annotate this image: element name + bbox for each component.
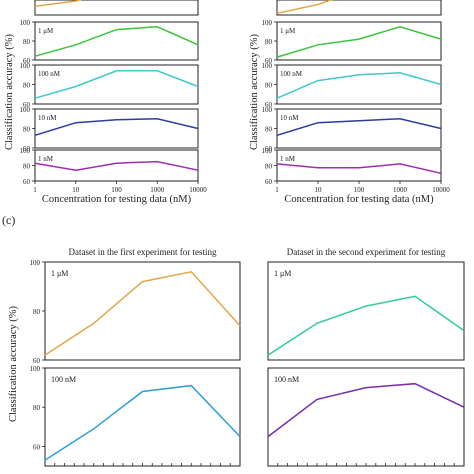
first-exp-panel-1-ytick-label: 80 <box>33 404 41 412</box>
right-panel-2-ytick-label: 60 <box>265 101 273 109</box>
first-exp-panel-1-series-line <box>44 384 241 461</box>
left-panel-3-ytick-label: 100 <box>20 106 31 114</box>
first-exp-panel-0-ytick-label: 60 <box>33 357 41 365</box>
left-panel-1-ytick-label: 100 <box>20 19 31 27</box>
second-exp-panel-1-series-line <box>267 382 465 438</box>
left-xtick-label: 100 <box>111 186 122 194</box>
right-panel-1-ytick-label: 100 <box>262 19 273 27</box>
right-panel-3-ytick-label: 60 <box>265 145 273 153</box>
left-panel-0-frame <box>34 0 199 16</box>
right-panel-1-frame <box>276 21 442 61</box>
left-panel-2-ytick-label: 80 <box>23 82 31 90</box>
first-exp-panel-0-label: 1 μM <box>51 269 68 278</box>
first-exp-panel-0-ytick-label: 80 <box>33 308 41 316</box>
first-exp-panel-1-label: 100 nM <box>51 375 76 384</box>
left-xtick-label: 10000 <box>189 186 207 194</box>
right-panel-4-ytick-label: 100 <box>262 147 273 155</box>
second-exp-panel-0-series-line <box>267 295 465 356</box>
left-y-axis-label: Classification accuracy (%) <box>4 33 15 150</box>
right-panel-3-ytick-label: 100 <box>262 106 273 114</box>
left-panel-2-series-line <box>34 70 199 99</box>
left-panel-0-series-line <box>34 0 83 8</box>
second-exp-panel-0-frame <box>267 261 465 361</box>
right-panel-4-ytick-label: 60 <box>265 178 273 186</box>
left-panel-1-ytick-label: 60 <box>23 57 31 65</box>
right-panel-4-series-line <box>276 163 442 175</box>
left-panel-4-ytick-label: 100 <box>20 147 31 155</box>
panel-label-c: (c) <box>2 213 15 227</box>
first-exp-panel-0-frame <box>44 261 241 361</box>
left-panel-1-label: 1 μM <box>38 27 54 35</box>
first-exp-panel-1-ytick-label: 60 <box>33 443 41 451</box>
left-x-axis-label: Concentration for testing data (nM) <box>42 194 192 205</box>
left-panel-2-label: 100 nM <box>38 70 61 78</box>
right-panel-4-ytick-label: 80 <box>265 163 273 171</box>
left-panel-1-series-line <box>34 26 199 57</box>
left-xtick-label: 10 <box>72 186 80 194</box>
first-exp-panel-0-series-line <box>44 270 241 356</box>
left-panel-4-series-line <box>34 160 199 171</box>
left-panel-3-label: 10 nM <box>38 114 57 122</box>
right-panel-0-frame <box>276 0 442 16</box>
right-xtick-label: 1 <box>275 186 279 194</box>
left-panel-4-ytick-label: 60 <box>23 178 31 186</box>
first-exp-panel-0-ytick-label: 100 <box>30 259 41 267</box>
right-panel-1-series-line <box>276 26 442 58</box>
right-panel-3-label: 10 nM <box>280 114 299 122</box>
first-exp-y-axis-label: Classification accuracy (%) <box>8 305 19 422</box>
left-xtick-label: 1000 <box>150 186 165 194</box>
second-exp-title: Dataset in the second experiment for tes… <box>287 247 446 257</box>
left-panel-3-ytick-label: 80 <box>23 126 31 134</box>
left-panel-4-label: 1 nM <box>38 155 54 163</box>
first-exp-title: Dataset in the first experiment for test… <box>69 247 217 257</box>
left-panel-3-ytick-label: 60 <box>23 145 31 153</box>
first-exp-panel-1-ytick-label: 100 <box>30 365 41 373</box>
right-panel-1-ytick-label: 80 <box>265 38 273 46</box>
right-panel-1-ytick-label: 60 <box>265 57 273 65</box>
second-exp-panel-1-label: 100 nM <box>274 375 299 384</box>
left-panel-2-ytick-label: 100 <box>20 62 31 70</box>
right-panel-4-label: 1 nM <box>280 155 296 163</box>
right-xtick-label: 10000 <box>432 186 450 194</box>
right-xtick-label: 1000 <box>393 186 408 194</box>
left-xtick-label: 1 <box>33 186 37 194</box>
left-panel-4-ytick-label: 80 <box>23 163 31 171</box>
right-xtick-label: 10 <box>315 186 323 194</box>
right-panel-2-series-line <box>276 72 442 99</box>
right-panel-3-ytick-label: 80 <box>265 126 273 134</box>
right-y-axis-label: Classification accuracy (%) <box>249 33 260 150</box>
right-panel-0-series-line <box>276 0 333 15</box>
right-x-axis-label: Concentration for testing data (nM) <box>284 194 434 205</box>
right-xtick-label: 100 <box>354 186 365 194</box>
left-panel-2-ytick-label: 60 <box>23 101 31 109</box>
left-panel-1-ytick-label: 80 <box>23 38 31 46</box>
right-panel-3-series-line <box>276 118 442 137</box>
right-panel-1-label: 1 μM <box>280 27 296 35</box>
left-panel-3-series-line <box>34 118 199 137</box>
right-panel-2-ytick-label: 80 <box>265 82 273 90</box>
second-exp-panel-0-label: 1 μM <box>274 269 291 278</box>
right-panel-2-ytick-label: 100 <box>262 62 273 70</box>
left-panel-1-frame <box>34 21 199 61</box>
right-panel-2-label: 100 nM <box>280 70 303 78</box>
